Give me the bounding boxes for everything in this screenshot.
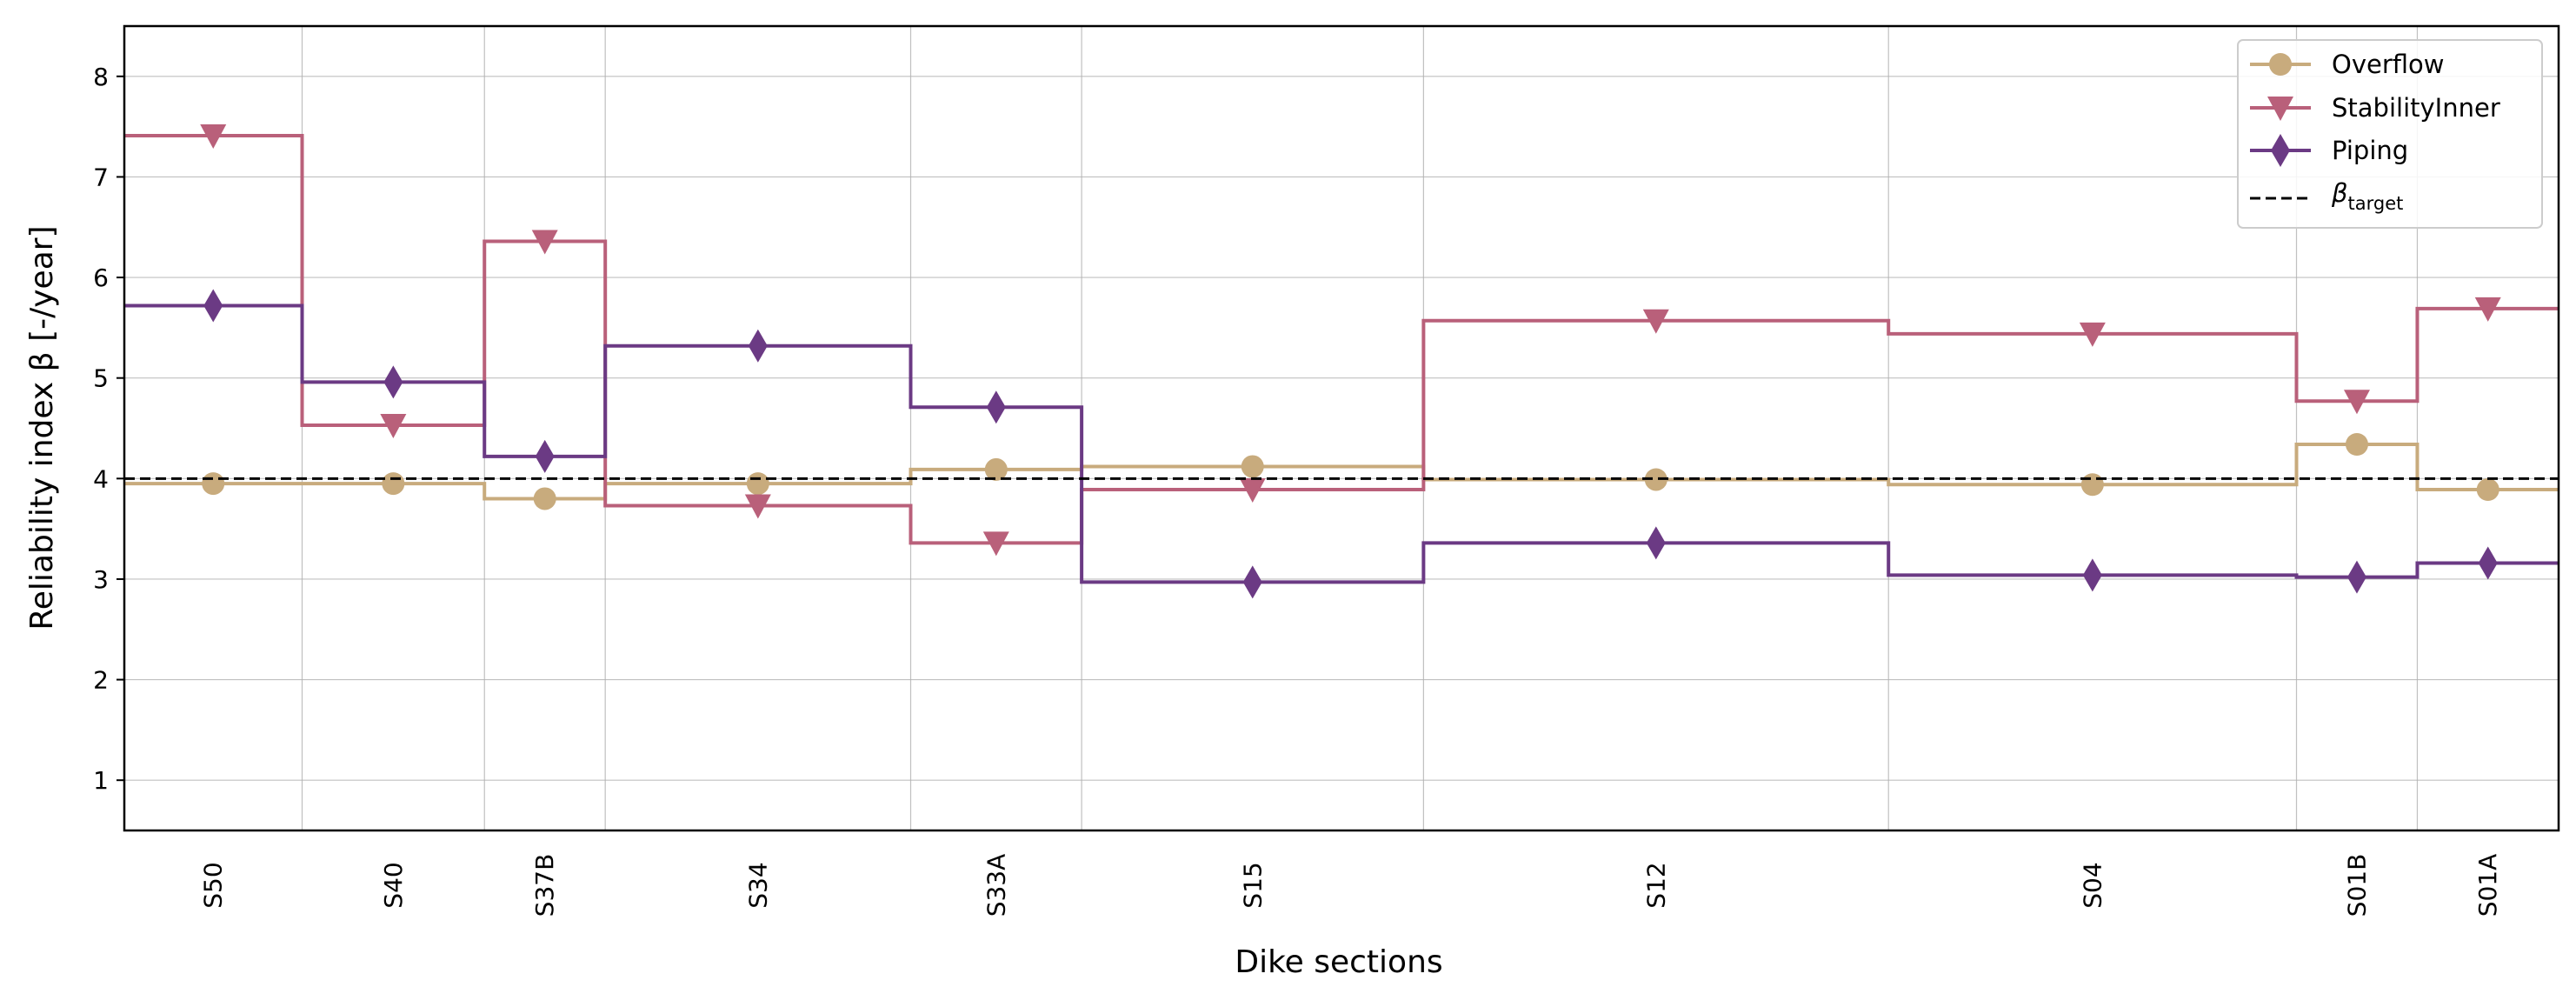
data-point — [2346, 560, 2366, 594]
data-point — [2343, 390, 2370, 415]
data-point — [2345, 433, 2368, 456]
data-point — [203, 289, 223, 323]
data-point — [2079, 322, 2106, 347]
data-point — [380, 414, 407, 439]
data-point — [382, 472, 405, 496]
y-ticks: 1 2 3 4 5 6 7 8 — [93, 63, 124, 795]
data-point — [744, 494, 771, 519]
data-point — [200, 124, 227, 150]
y-tick-label: 1 — [93, 766, 109, 795]
x-tick-label: S34 — [743, 862, 772, 908]
y-tick-label: 2 — [93, 666, 109, 695]
x-tick-label: S40 — [379, 862, 408, 908]
data-point — [535, 439, 555, 473]
legend-entry-overflow: Overflow — [2250, 50, 2444, 79]
data-point — [748, 329, 768, 363]
data-point — [746, 472, 769, 496]
data-point — [1239, 478, 1266, 504]
series-piping — [124, 289, 2559, 599]
legend-label: Piping — [2332, 136, 2408, 165]
legend-entry-piping: Piping — [2250, 134, 2408, 167]
data-point — [2478, 546, 2498, 580]
y-tick-label: 3 — [93, 565, 109, 594]
data-point — [986, 390, 1006, 424]
legend-entry-target: βtarget — [2250, 178, 2403, 214]
data-point — [2474, 297, 2501, 322]
x-tick-label: S33A — [982, 854, 1010, 917]
y-axis-label: Reliability index β [-/year] — [24, 225, 60, 630]
data-point — [1241, 455, 1264, 478]
x-tick-label: S12 — [1641, 862, 1670, 908]
data-point — [1644, 468, 1667, 491]
legend-label: βtarget — [2331, 178, 2403, 214]
y-tick-label: 6 — [93, 263, 109, 292]
data-point — [984, 457, 1008, 481]
x-axis-label: Dike sections — [1235, 944, 1442, 980]
x-tick-label: S15 — [1238, 862, 1267, 908]
series-line — [124, 303, 2559, 584]
y-tick-label: 7 — [93, 163, 109, 191]
data-point — [2082, 558, 2102, 592]
x-ticks: S50 S40 S37B S34 S33A S15 S12 S04 S01B S01A — [199, 854, 2502, 917]
legend-entry-stabilityinner: StabilityInner — [2250, 93, 2500, 123]
legend-marker — [2267, 97, 2293, 121]
data-point — [533, 487, 556, 510]
x-tick-label: S01A — [2473, 854, 2502, 917]
x-tick-label: S04 — [2078, 862, 2107, 908]
y-tick-label: 4 — [93, 464, 109, 493]
data-point — [383, 365, 403, 399]
data-point — [202, 472, 225, 496]
data-point — [531, 230, 558, 255]
x-tick-label: S37B — [530, 854, 559, 917]
data-point — [1646, 526, 1666, 560]
legend-label: Overflow — [2332, 50, 2444, 79]
legend-marker — [2269, 53, 2292, 76]
plot-area — [124, 26, 2559, 830]
data-point — [1642, 309, 1669, 334]
data-point — [1242, 565, 1262, 599]
legend-box — [2237, 39, 2543, 229]
x-tick-label: S01B — [2342, 854, 2371, 917]
data-point — [982, 531, 1009, 557]
x-tick-label: S50 — [199, 862, 228, 908]
legend: Overflow StabilityInner Piping βtarget — [2237, 39, 2543, 229]
data-point — [2476, 478, 2499, 502]
plot-frame — [123, 24, 2560, 832]
y-tick-label: 8 — [93, 63, 109, 91]
y-tick-label: 5 — [93, 364, 109, 393]
series-layer — [124, 124, 2559, 599]
legend-marker — [2271, 134, 2290, 167]
legend-label: StabilityInner — [2332, 93, 2500, 123]
data-point — [2080, 473, 2104, 497]
